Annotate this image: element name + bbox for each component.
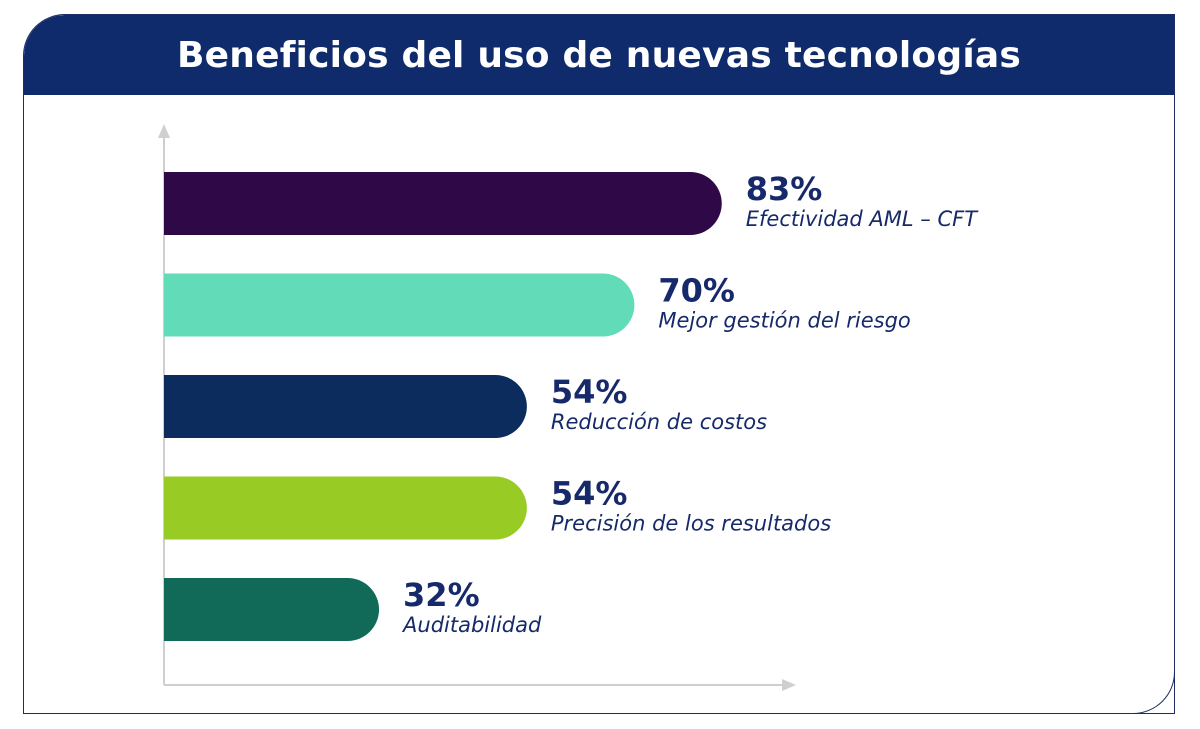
bar-5 [164,578,380,641]
chart-title: Beneficios del uso de nuevas tecnologías [177,34,1021,76]
bar-value-label-4: 54% [551,475,628,513]
bar-category-label-3: Reducción de costos [551,410,767,434]
bar-1 [164,172,722,235]
bar-category-label-4: Precisión de los resultados [551,512,831,536]
bar-category-label-2: Mejor gestión del riesgo [658,309,910,333]
y-axis-arrow-icon [158,124,170,138]
bar-3 [164,375,527,438]
bar-category-label-1: Efectividad AML – CFT [746,207,979,231]
bar-category-label-5: Auditabilidad [401,613,542,637]
bar-value-label-3: 54% [551,373,628,411]
x-axis-arrow-icon [782,679,796,691]
bar-4 [164,476,527,540]
bar-value-label-1: 83% [746,170,823,208]
bar-2 [164,273,635,337]
bar-value-label-5: 32% [403,576,480,614]
chart-header: Beneficios del uso de nuevas tecnologías [24,15,1174,95]
bar-series: 83%Efectividad AML – CFT 70%Mejor gestión… [164,170,979,641]
bar-value-label-2: 70% [658,272,735,310]
